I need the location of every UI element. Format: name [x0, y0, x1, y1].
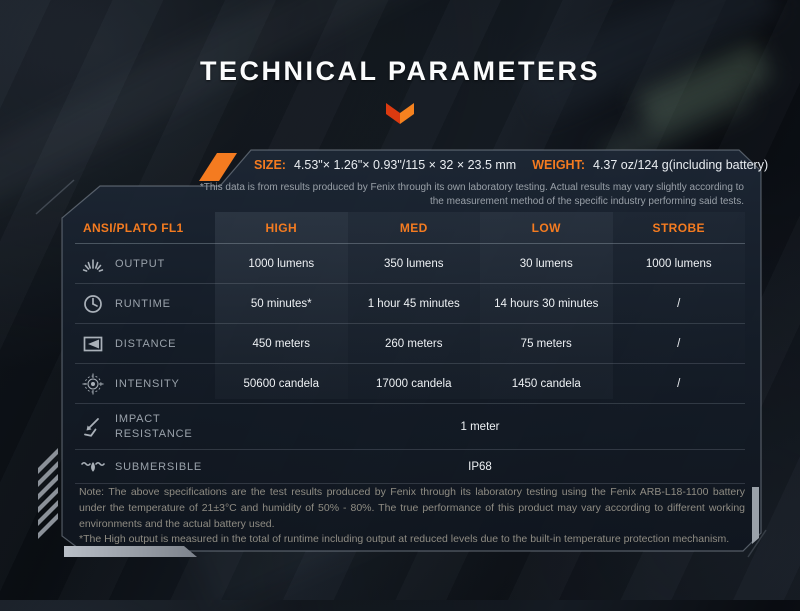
- weight-label: WEIGHT:: [532, 158, 585, 172]
- impact-resistance-value: 1 meter: [460, 420, 500, 433]
- output-strobe: 1000 lumens: [645, 257, 712, 270]
- disclaimer-text: *This data is from results produced by F…: [199, 182, 744, 208]
- light-output-burst-icon: [81, 253, 105, 275]
- table-header-row: ANSI/PLATO FL1 HIGH MED LOW STROBE: [75, 212, 745, 244]
- runtime-strobe: /: [677, 297, 681, 310]
- intensity-med: 17000 candela: [376, 377, 452, 390]
- spec-table: ANSI/PLATO FL1 HIGH MED LOW STROBE: [75, 212, 745, 484]
- row-label: IMPACT RESISTANCE: [115, 413, 193, 440]
- beam-distance-icon: [81, 333, 105, 355]
- table-corner-label: ANSI/PLATO FL1: [83, 220, 184, 235]
- table-row-runtime: RUNTIME 50 minutes* 1 hour 45 minutes 14…: [75, 284, 745, 324]
- weight-value: 4.37 oz/124 g(including battery): [593, 158, 769, 172]
- size-label: SIZE:: [254, 158, 286, 172]
- impact-arrow-icon: [81, 416, 105, 438]
- row-label: INTENSITY: [115, 377, 180, 390]
- runtime-med: 1 hour 45 minutes: [367, 297, 460, 310]
- table-row-distance: DISTANCE 450 meters 260 meters 75 meters…: [75, 324, 745, 364]
- size-weight-bar: SIZE: 4.53"× 1.26"× 0.93"/115 × 32 × 23.…: [254, 158, 768, 172]
- table-row-submersible: SUBMERSIBLE IP68: [75, 450, 745, 484]
- column-header-high: HIGH: [265, 220, 298, 235]
- table-row-intensity: INTENSITY 50600 candela 17000 candela 14…: [75, 364, 745, 404]
- footnote-para2: *The High output is measured in the tota…: [79, 533, 730, 546]
- target-intensity-icon: [81, 373, 105, 395]
- runtime-low: 14 hours 30 minutes: [494, 297, 599, 310]
- row-label: OUTPUT: [115, 257, 166, 270]
- output-low: 30 lumens: [519, 257, 573, 270]
- column-header-low: LOW: [531, 220, 561, 235]
- intensity-strobe: /: [677, 377, 681, 390]
- distance-med: 260 meters: [384, 337, 443, 350]
- column-header-strobe: STROBE: [652, 220, 705, 235]
- row-label: SUBMERSIBLE: [115, 460, 203, 473]
- table-row-output: OUTPUT 1000 lumens 350 lumens 30 lumens …: [75, 244, 745, 284]
- footnote-para1: Note: The above specifications are the t…: [79, 486, 745, 530]
- row-label: RUNTIME: [115, 297, 171, 310]
- table-row-impact-resistance: IMPACT RESISTANCE 1 meter: [75, 404, 745, 450]
- submersible-value: IP68: [468, 460, 492, 473]
- column-header-med: MED: [399, 220, 428, 235]
- output-high: 1000 lumens: [248, 257, 315, 270]
- intensity-high: 50600 candela: [243, 377, 319, 390]
- clock-icon: [81, 293, 105, 315]
- distance-low: 75 meters: [520, 337, 572, 350]
- distance-high: 450 meters: [252, 337, 311, 350]
- output-med: 350 lumens: [384, 257, 444, 270]
- water-splash-icon: [81, 456, 105, 478]
- footnote: Note: The above specifications are the t…: [79, 485, 745, 548]
- distance-strobe: /: [677, 337, 681, 350]
- row-label: DISTANCE: [115, 337, 177, 350]
- runtime-high: 50 minutes*: [250, 297, 312, 310]
- page-title: TECHNICAL PARAMETERS: [199, 56, 600, 86]
- size-value: 4.53"× 1.26"× 0.93"/115 × 32 × 23.5 mm: [293, 158, 517, 172]
- intensity-low: 1450 candela: [511, 377, 581, 390]
